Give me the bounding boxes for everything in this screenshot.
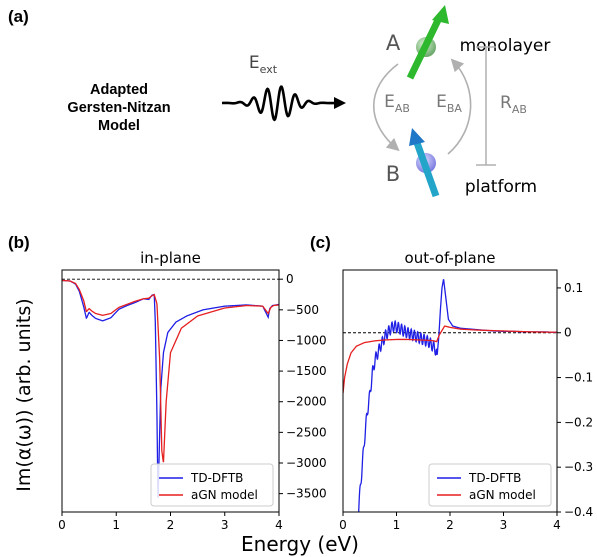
in-plane-legend-label: TD-DFTB [190, 471, 243, 485]
in-plane-series-td-dftb [62, 279, 279, 498]
out-of-plane-series-td-dftb [358, 279, 557, 512]
out-of-plane-y-tick-label: −0.4 [564, 505, 593, 519]
blue-dipole-arrow [412, 138, 440, 198]
in-plane-series-agn [62, 279, 279, 463]
coupling-ab-arrow [373, 63, 400, 152]
model-title-line-3: Model [98, 118, 140, 134]
platform-label: platform [465, 177, 537, 197]
in-plane-x-tick-label: 0 [58, 518, 66, 532]
model-title-line-1: Adapted [90, 82, 148, 98]
out-of-plane-series-group [343, 279, 557, 512]
in-plane-y-tick-label: −1500 [286, 364, 327, 378]
green-dipole-arrow [406, 14, 444, 80]
model-title: Adapted Gersten-Nitzan Model [67, 82, 170, 134]
panel-label-a: (a) [8, 7, 29, 26]
out-of-plane-x-tick-label: 2 [446, 518, 454, 532]
monolayer-label: monolayer [460, 36, 551, 56]
x-axis-label: Energy (eV) [241, 532, 359, 556]
out-of-plane-legend-label: TD-DFTB [468, 471, 521, 485]
node-b-label: B [386, 162, 400, 186]
field-wave [221, 85, 337, 122]
in-plane-y-tick-label: −3000 [286, 456, 327, 470]
field-label: Eext [249, 53, 278, 76]
in-plane-x-tick-label: 3 [221, 518, 229, 532]
out-of-plane-y-tick-label: −0.2 [564, 415, 593, 429]
out-of-plane-x-tick-label: 4 [553, 518, 561, 532]
green-dipole-arrow-head [432, 5, 449, 24]
coupling-ab-label: EAB [384, 92, 410, 115]
panel-label-b: (b) [8, 233, 30, 252]
out-of-plane-series-agn [343, 325, 557, 394]
in-plane-y-tick-label: 0 [286, 272, 294, 286]
in-plane-title: in-plane [140, 249, 201, 267]
out-of-plane-x-tick-label: 0 [339, 518, 347, 532]
in-plane-y-tick-label: −2000 [286, 395, 327, 409]
coupling-ba-label: EBA [436, 92, 462, 115]
distance-label: RAB [500, 93, 527, 116]
in-plane-legend-label: aGN model [191, 488, 258, 502]
out-of-plane-legend-label: aGN model [469, 488, 536, 502]
in-plane-y-tick-label: −500 [286, 303, 319, 317]
out-of-plane-y-tick-label: −0.3 [564, 460, 593, 474]
model-title-line-2: Gersten-Nitzan [67, 100, 170, 116]
in-plane-y-tick-label: −3500 [286, 487, 327, 501]
out-of-plane-y-tick-label: −0.1 [564, 371, 593, 385]
in-plane-series-group [62, 279, 279, 498]
distance-bracket [476, 46, 496, 166]
in-plane-y-tick-label: −2500 [286, 425, 327, 439]
out-of-plane-y-tick-label: 0.1 [564, 281, 583, 295]
out-of-plane-x-tick-label: 1 [393, 518, 401, 532]
panel-label-c: (c) [310, 233, 331, 252]
out-of-plane-chart: out-of-plane 0 1 2 3 4 0.1 0 −0.1 −0.2 −0.3 −0.4 TD-… [339, 249, 593, 532]
in-plane-x-tick-label: 2 [167, 518, 175, 532]
in-plane-chart: in-plane 0 1 2 3 4 0 −500 −1000 −1500 −2000 −2500 −3… [58, 249, 326, 532]
node-a-label: A [386, 31, 401, 55]
in-plane-x-tick-label: 4 [275, 518, 283, 532]
out-of-plane-x-tick-label: 3 [500, 518, 508, 532]
blue-dipole-arrow-head [409, 128, 425, 146]
in-plane-y-tick-label: −1000 [286, 333, 327, 347]
out-of-plane-title: out-of-plane [405, 249, 496, 267]
coupling-ba-arrow [447, 58, 472, 155]
out-of-plane-y-tick-label: 0 [564, 326, 572, 340]
in-plane-x-tick-label: 1 [112, 518, 120, 532]
y-axis-label: Im(α(ω)) (arb. units) [13, 298, 35, 491]
field-arrow-head [334, 97, 346, 109]
